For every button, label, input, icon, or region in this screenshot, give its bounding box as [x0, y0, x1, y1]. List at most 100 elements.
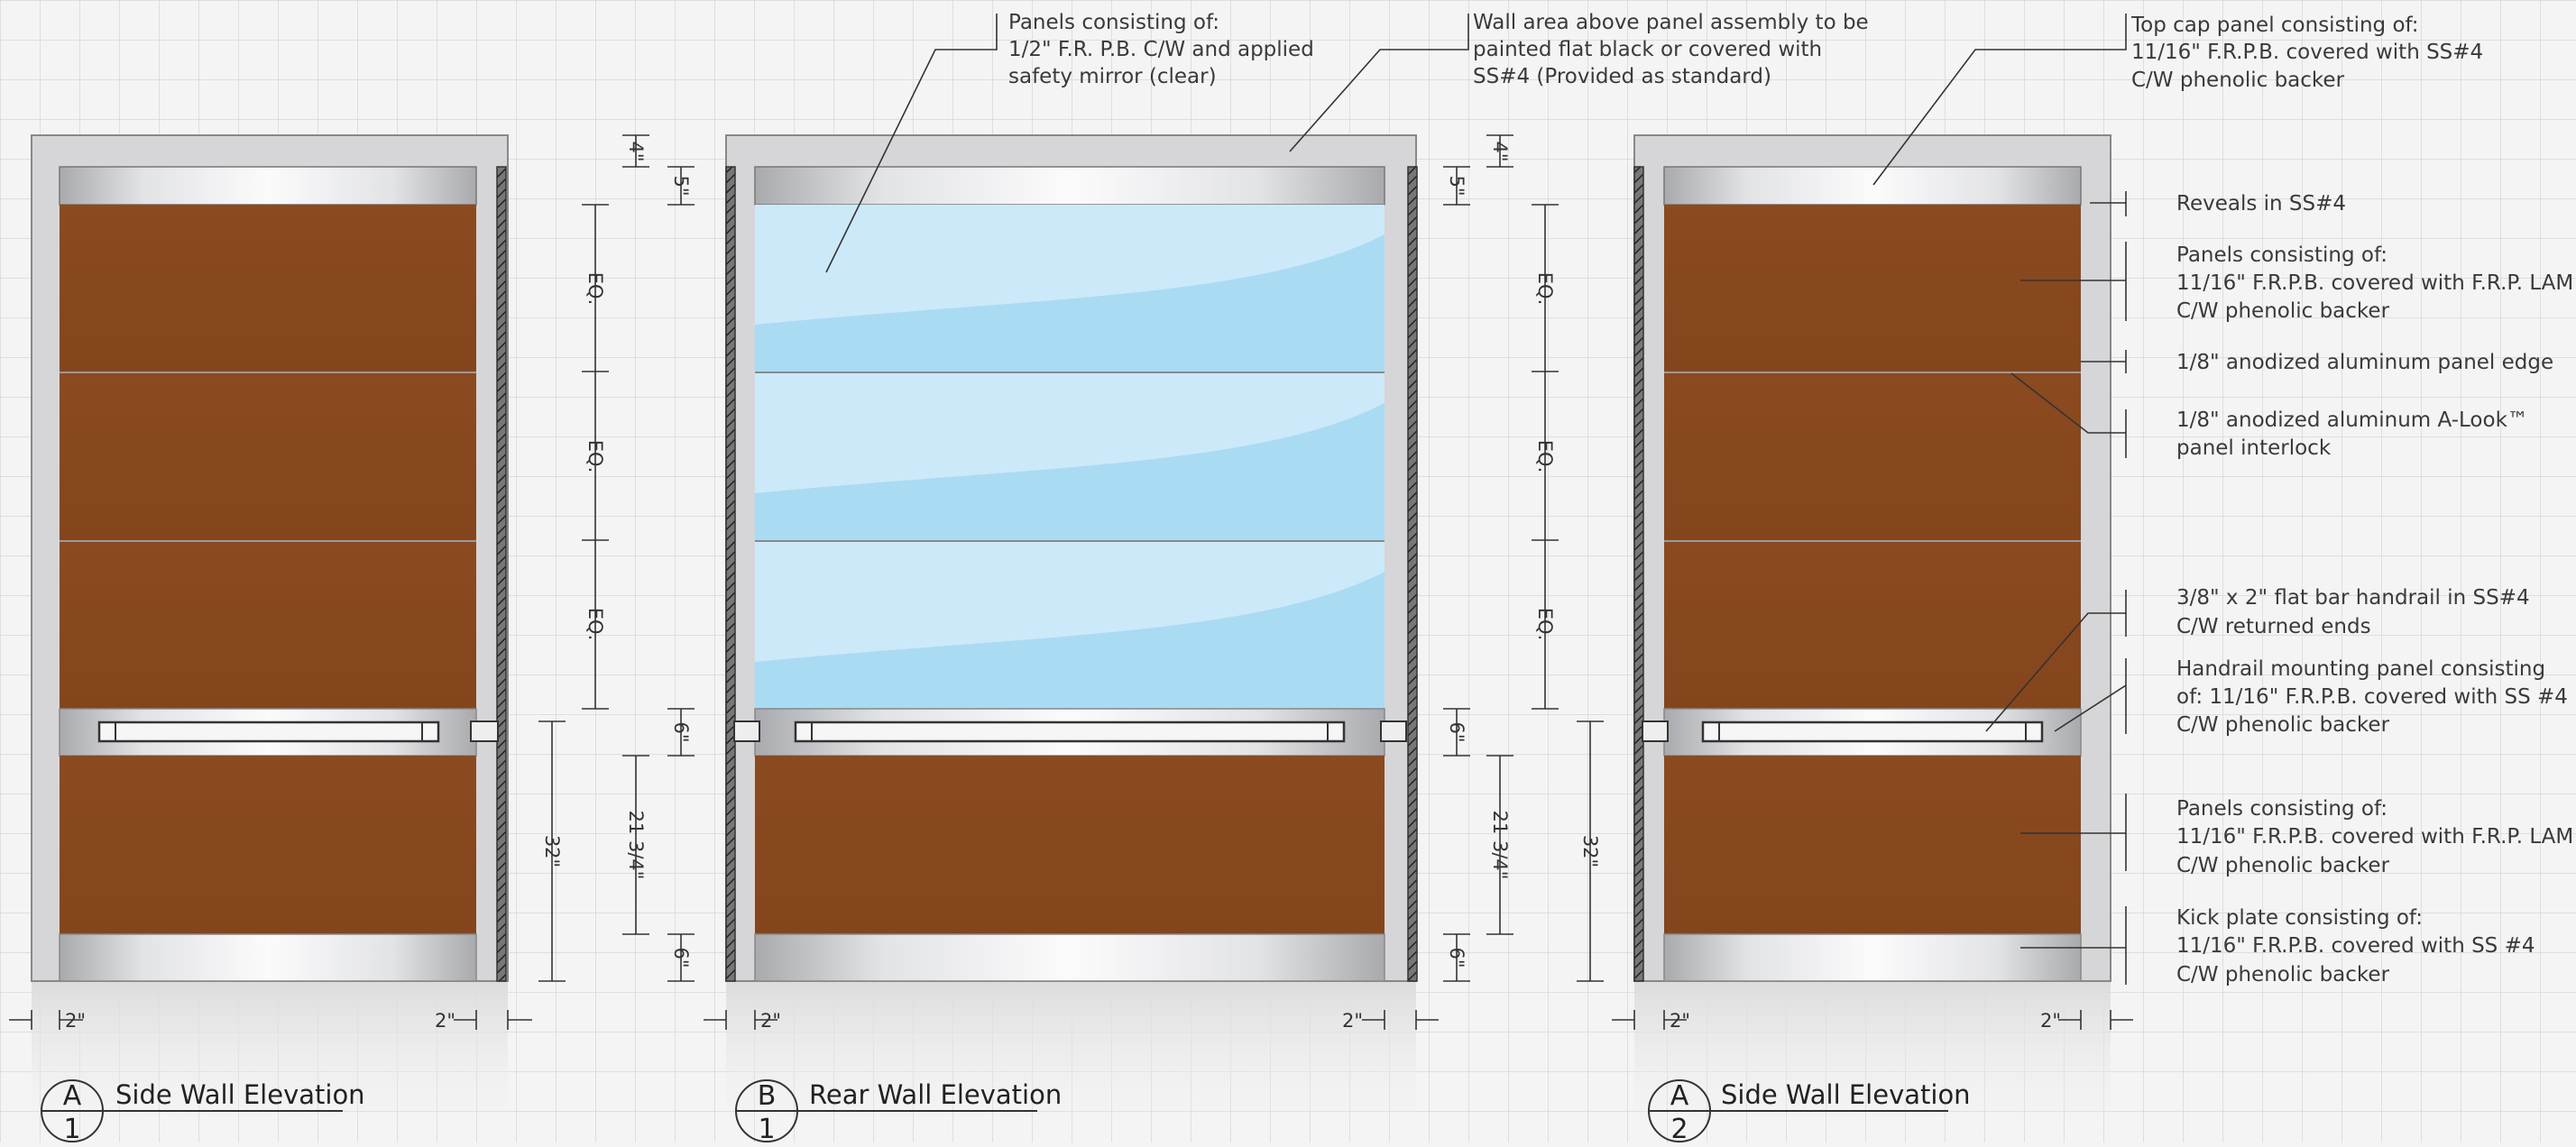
callout-handrail: 3/8" x 2" flat bar handrail in SS#4 C/W …	[2176, 586, 2530, 638]
top-cap-panel	[1663, 166, 2082, 206]
dimension-labels: 4" 5" EQ. EQ. EQ. 6" 21 3/4" 6" 32" 4" 5…	[65, 141, 2061, 1032]
handrail-bracket	[1642, 720, 1669, 742]
callout-wall-area: Wall area above panel assembly to be pai…	[1473, 11, 1869, 88]
svg-text:SS#4 (Provided as standard): SS#4 (Provided as standard)	[1473, 65, 1771, 88]
elevation-title-b1: B 1 Rear Wall Elevation	[735, 1079, 1062, 1145]
callout-top-cap: Top cap panel consisting of: 11/16" F.R.…	[2130, 14, 2483, 92]
callout-panels-upper: Panels consisting of: 11/16" F.R.P.B. co…	[2176, 243, 2573, 323]
wood-panel	[1664, 542, 2081, 709]
floor-shadow	[1634, 981, 2111, 1142]
kick-plate	[59, 933, 477, 982]
callout-interlock: 1/8" anodized aluminum A-Look™ panel int…	[2176, 408, 2528, 460]
wall-section	[496, 166, 507, 982]
svg-text:Top cap panel consisting of:: Top cap panel consisting of:	[2130, 14, 2419, 37]
wood-panel	[60, 542, 476, 709]
leader-lines	[825, 14, 2127, 985]
title-number: 1	[63, 1114, 80, 1142]
svg-text:Reveals in SS#4: Reveals in SS#4	[2176, 192, 2346, 216]
floor-shadow	[726, 981, 1416, 1142]
elevation-a2	[1633, 134, 2111, 982]
svg-text:Panels consisting of:: Panels consisting of:	[2176, 243, 2387, 267]
panel-interlock	[60, 372, 476, 373]
svg-text:11/16" F.R.P.B. covered with S: 11/16" F.R.P.B. covered with SS#4	[2131, 41, 2483, 64]
callout-panels-lower: Panels consisting of: 11/16" F.R.P.B. co…	[2176, 797, 2573, 877]
dim-kick-plate: 6"	[670, 947, 692, 968]
mirror-panel	[755, 373, 1385, 540]
callout-mounting-panel: Handrail mounting panel consisting of: 1…	[2176, 657, 2568, 737]
dim-handrail-panel: 6"	[670, 721, 692, 742]
elevation-a1	[31, 134, 509, 982]
panel-interlock	[1664, 372, 2081, 373]
svg-text:1/8" anodized aluminum A-Look™: 1/8" anodized aluminum A-Look™	[2176, 408, 2528, 432]
dim-top-cap: 4"	[625, 141, 647, 161]
dim-side-reveal: 2"	[1670, 1010, 1690, 1032]
svg-text:11/16" F.R.P.B. covered with F: 11/16" F.R.P.B. covered with F.R.P. LAM	[2176, 825, 2573, 849]
panel-interlock	[755, 372, 1385, 373]
dim-handrail-height: 32"	[541, 835, 563, 867]
svg-text:11/16" F.R.P.B. covered with F: 11/16" F.R.P.B. covered with F.R.P. LAM	[2176, 271, 2573, 295]
dim-lower-panel: 21 3/4"	[625, 811, 647, 880]
svg-text:Handrail mounting panel consis: Handrail mounting panel consisting	[2176, 657, 2545, 681]
dim-side-reveal: 2"	[1342, 1010, 1363, 1032]
dim-equal: EQ.	[584, 608, 606, 640]
dim-top-cap: 4"	[1489, 141, 1511, 161]
wall-section	[725, 166, 736, 982]
kick-plate	[1663, 933, 2082, 982]
svg-text:of: 11/16" F.R.P.B. covered wi: of: 11/16" F.R.P.B. covered with SS #4	[2176, 685, 2568, 709]
panel-interlock	[1664, 540, 2081, 542]
callout-kick-plate: Kick plate consisting of: 11/16" F.R.P.B…	[2176, 906, 2535, 986]
kick-plate	[754, 933, 1385, 982]
wall-section	[1633, 166, 1644, 982]
wood-panel	[1664, 373, 2081, 540]
svg-text:Kick plate consisting of:: Kick plate consisting of:	[2176, 906, 2423, 930]
panel-interlock	[755, 540, 1385, 542]
wall-section	[1407, 166, 1418, 982]
title-text: Side Wall Elevation	[1721, 1079, 1971, 1110]
title-text: Rear Wall Elevation	[809, 1079, 1062, 1110]
svg-text:11/16" F.R.P.B. covered with S: 11/16" F.R.P.B. covered with SS #4	[2176, 934, 2535, 958]
svg-text:C/W phenolic backer: C/W phenolic backer	[2176, 854, 2390, 877]
svg-text:C/W phenolic backer: C/W phenolic backer	[2131, 69, 2345, 92]
dim-equal: EQ.	[1534, 272, 1556, 305]
title-letter: A	[63, 1080, 82, 1112]
title-number: 1	[758, 1114, 775, 1142]
handrail-bracket	[1380, 720, 1407, 742]
dim-equal: EQ.	[1534, 440, 1556, 473]
callout-mirror-panels: Panels consisting of: 1/2" F.R. P.B. C/W…	[1008, 11, 1314, 88]
wood-panel	[60, 205, 476, 372]
title-text: Side Wall Elevation	[115, 1079, 365, 1110]
dim-lower-panel: 21 3/4"	[1489, 811, 1511, 880]
title-letter: A	[1670, 1080, 1689, 1112]
svg-text:3/8" x 2" flat bar handrail in: 3/8" x 2" flat bar handrail in SS#4	[2176, 586, 2530, 610]
elevation-title-a1: A 1 Side Wall Elevation	[41, 1079, 365, 1145]
handrail	[794, 720, 1346, 743]
svg-text:Wall area above panel assembly: Wall area above panel assembly to be	[1473, 11, 1869, 34]
dim-equal: EQ.	[584, 440, 606, 473]
handrail-bracket	[733, 720, 760, 742]
top-cap-panel	[59, 166, 477, 206]
handrail	[97, 720, 440, 743]
dim-handrail-height: 32"	[1579, 835, 1601, 867]
wood-panel	[1664, 205, 2081, 372]
wood-panel	[1664, 756, 2081, 934]
mirror-panel	[755, 205, 1385, 372]
svg-text:1/8" anodized aluminum panel e: 1/8" anodized aluminum panel edge	[2176, 351, 2553, 374]
svg-text:1/2" F.R. P.B. C/W and applied: 1/2" F.R. P.B. C/W and applied	[1008, 38, 1314, 61]
dim-kick-plate: 6"	[1446, 947, 1467, 968]
title-number: 2	[1670, 1114, 1688, 1142]
elevation-b1	[725, 134, 1418, 982]
wood-panel	[60, 756, 476, 934]
dim-reveal-top: 5"	[670, 175, 692, 196]
svg-text:C/W phenolic backer: C/W phenolic backer	[2176, 299, 2390, 323]
svg-text:panel interlock: panel interlock	[2176, 436, 2332, 460]
dim-side-reveal: 2"	[760, 1010, 781, 1032]
handrail	[1701, 720, 2044, 743]
wood-panel	[755, 756, 1385, 934]
svg-text:C/W returned ends: C/W returned ends	[2176, 615, 2371, 638]
dim-side-reveal: 2"	[2040, 1010, 2061, 1032]
dim-equal: EQ.	[584, 272, 606, 305]
svg-text:Panels consisting of:: Panels consisting of:	[1008, 11, 1219, 34]
svg-text:C/W phenolic backer: C/W phenolic backer	[2176, 963, 2390, 986]
